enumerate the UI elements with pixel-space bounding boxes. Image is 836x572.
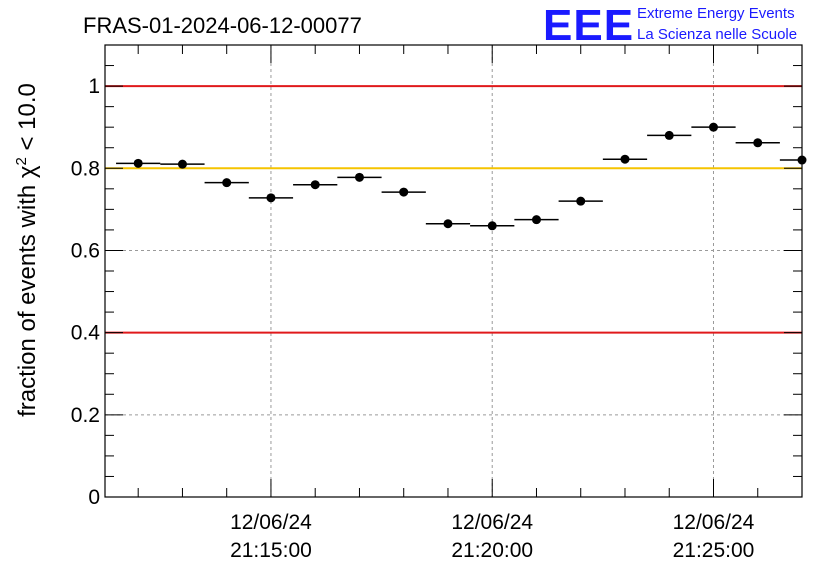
- data-point: [558, 196, 603, 206]
- plot-border: [104, 44, 803, 498]
- data-point-marker: [266, 193, 276, 203]
- data-point-marker: [797, 155, 807, 165]
- data-point-marker: [222, 178, 232, 188]
- y-tick-label: 1: [88, 75, 100, 98]
- y-tick-labels: 0 0.2 0.4 0.6 0.8 1: [71, 75, 101, 509]
- x-tick-label-date: 12/06/24: [230, 511, 312, 534]
- logo-line2: La Scienza nelle Scuole: [637, 26, 797, 43]
- y-tick-label: 0.8: [71, 157, 100, 180]
- data-point: [647, 130, 692, 140]
- data-point-marker: [753, 138, 763, 148]
- data-point-marker: [576, 196, 586, 206]
- data-point-marker: [620, 154, 630, 164]
- data-point: [735, 138, 780, 148]
- reference-lines: [105, 85, 802, 334]
- data-points: [116, 122, 807, 231]
- y-tick-label: 0: [88, 486, 100, 509]
- y-tick-label: 0.6: [71, 239, 100, 262]
- data-point: [337, 172, 382, 182]
- x-tick-labels: 12/06/24 21:15:00 12/06/24 21:20:00 12/06/24…: [230, 511, 755, 562]
- x-tick-label-date: 12/06/24: [451, 511, 533, 534]
- data-point: [381, 187, 426, 197]
- data-point: [514, 215, 559, 225]
- x-tick-label-date: 12/06/24: [673, 511, 755, 534]
- y-axis-title-prefix: fraction of events with: [14, 178, 41, 417]
- data-point-marker: [487, 221, 497, 231]
- data-point: [160, 159, 205, 169]
- data-point: [691, 122, 736, 132]
- data-point-marker: [399, 187, 409, 197]
- data-point: [602, 154, 648, 164]
- y-tick-label: 0.2: [71, 404, 100, 427]
- x-tick-label-time: 21:20:00: [451, 539, 533, 562]
- data-point-marker: [708, 122, 718, 132]
- data-point: [425, 219, 471, 229]
- y-axis-title-exponent: 2: [13, 157, 30, 165]
- data-point: [470, 221, 515, 231]
- chart-title: FRAS-01-2024-06-12-00077: [83, 13, 362, 38]
- logo-mark: EEE: [543, 1, 634, 50]
- data-point: [204, 178, 249, 188]
- grid: [105, 45, 802, 497]
- y-axis-title: fraction of events with χ2 < 10.0: [13, 83, 41, 417]
- x-tick-label-time: 21:25:00: [673, 539, 755, 562]
- data-point: [248, 193, 294, 203]
- y-axis-title-suffix: < 10.0: [14, 83, 41, 157]
- logo: EEE Extreme Energy Events La Scienza nel…: [543, 1, 797, 50]
- plot-frame: [104, 44, 803, 498]
- data-point-marker: [443, 219, 453, 229]
- data-point-marker: [133, 158, 143, 168]
- data-point: [779, 155, 807, 165]
- data-point-marker: [531, 215, 541, 225]
- data-point-marker: [354, 172, 364, 182]
- axis-ticks: [105, 45, 803, 498]
- data-point-marker: [177, 159, 187, 169]
- data-point-marker: [664, 130, 674, 140]
- y-axis-title-symbol: χ: [14, 165, 41, 178]
- data-point: [116, 158, 161, 168]
- data-point-marker: [310, 180, 320, 190]
- logo-line1: Extreme Energy Events: [637, 5, 795, 22]
- data-point: [293, 180, 338, 190]
- y-tick-label: 0.4: [71, 322, 101, 345]
- x-tick-label-time: 21:15:00: [230, 539, 312, 562]
